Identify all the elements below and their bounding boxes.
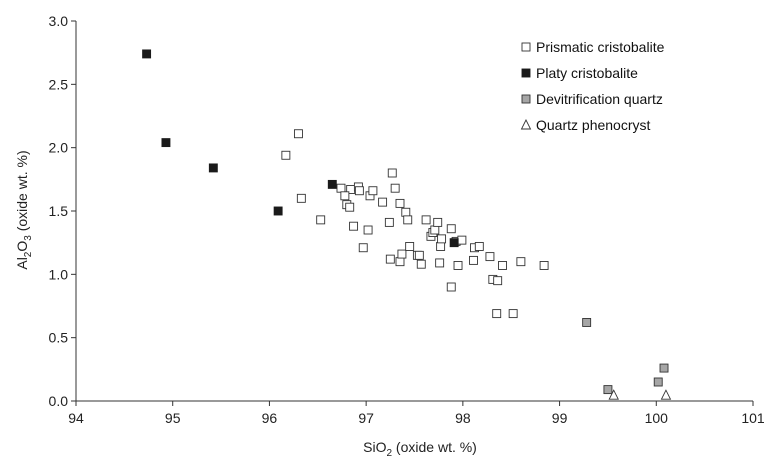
prismatic-cristobalite-point <box>358 243 368 253</box>
platy-cristobalite-point <box>208 163 218 173</box>
legend: Prismatic cristobalite Platy cristobalite… <box>520 39 665 133</box>
prismatic-cristobalite-point <box>469 255 478 265</box>
prismatic-cristobalite-point <box>401 207 411 217</box>
x-tick-label: 99 <box>552 410 568 426</box>
prismatic-cristobalite-point <box>368 186 378 196</box>
prismatic-cristobalite-point <box>436 242 446 251</box>
legend-marker-devitrification-quartz <box>521 94 531 104</box>
prismatic-cristobalite-point <box>384 217 394 227</box>
platy-cristobalite-point <box>142 49 152 59</box>
prismatic-cristobalite-point <box>387 168 397 178</box>
devitrification-quartz-point <box>659 363 669 373</box>
prismatic-cristobalite-point <box>416 259 426 269</box>
platy-cristobalite-point <box>449 238 459 248</box>
prismatic-cristobalite-point <box>405 242 415 251</box>
y-tick-label: 1.5 <box>49 203 69 219</box>
prismatic-cristobalite-point <box>516 257 526 267</box>
prismatic-cristobalite-point <box>390 183 400 193</box>
prismatic-cristobalite-point <box>349 221 359 231</box>
prismatic-cristobalite-point <box>414 250 424 260</box>
prismatic-cristobalite-point <box>403 215 413 225</box>
x-ticks: 94 95 96 97 98 99 100 101 <box>68 401 765 426</box>
legend-label-quartz-phenocryst: Quartz phenocryst <box>536 117 650 133</box>
prismatic-cristobalite-point <box>385 254 395 264</box>
legend-marker-prismatic-cristobalite <box>521 42 531 52</box>
x-tick-label: 101 <box>741 410 765 426</box>
y-axis-label: Al2O3 (oxide wt. %) <box>14 150 34 269</box>
prismatic-cristobalite-point <box>395 257 405 267</box>
prismatic-cristobalite-point <box>446 224 456 234</box>
prismatic-cristobalite-point <box>421 215 431 225</box>
prismatic-cristobalite-point <box>430 225 440 235</box>
prismatic-cristobalite-point <box>457 235 467 245</box>
prismatic-cristobalite-point <box>345 202 355 212</box>
prismatic-cristobalite-point <box>340 191 350 201</box>
legend-marker-platy-cristobalite <box>521 68 531 78</box>
prismatic-cristobalite-point <box>474 242 484 251</box>
prismatic-cristobalite-point <box>433 217 443 227</box>
x-axis-label: SiO2 (oxide wt. %) <box>363 439 477 457</box>
x-tick-label: 98 <box>455 410 471 426</box>
prismatic-cristobalite-point <box>395 198 405 208</box>
devitrification-quartz-point <box>653 377 663 387</box>
y-tick-label: 2.0 <box>49 140 69 156</box>
prismatic-cristobalite-point <box>363 225 373 235</box>
x-tick-label: 100 <box>645 410 669 426</box>
platy-cristobalite-point <box>161 138 171 148</box>
y-tick-label: 3.0 <box>49 13 69 29</box>
platy-cristobalite-point <box>327 179 337 189</box>
legend-label-platy-cristobalite: Platy cristobalite <box>536 65 638 81</box>
prismatic-cristobalite-point <box>293 129 303 139</box>
quartz-phenocryst-point <box>660 389 672 400</box>
prismatic-cristobalite-point <box>378 197 388 207</box>
y-ticks: 0.0 0.5 1.0 1.5 2.0 2.5 3.0 <box>49 13 76 409</box>
prismatic-cristobalite-point <box>498 261 507 270</box>
prismatic-cristobalite-point <box>336 183 346 193</box>
prismatic-cristobalite-point <box>453 261 463 270</box>
legend-label-devitrification-quartz: Devitrification quartz <box>536 91 663 107</box>
data-points <box>142 49 672 400</box>
prismatic-cristobalite-point <box>437 234 447 244</box>
x-tick-label: 97 <box>358 410 374 426</box>
prismatic-cristobalite-point <box>446 282 456 292</box>
devitrification-quartz-point <box>582 318 592 327</box>
y-tick-label: 2.5 <box>49 76 69 92</box>
legend-label-prismatic-cristobalite: Prismatic cristobalite <box>536 39 665 55</box>
prismatic-cristobalite-point <box>539 261 549 270</box>
prismatic-cristobalite-point <box>485 252 495 262</box>
x-tick-label: 96 <box>262 410 278 426</box>
prismatic-cristobalite-point <box>281 150 291 160</box>
devitrification-quartz-point <box>603 385 613 395</box>
plot-area: 94 95 96 97 98 99 100 101 0.0 0.5 1.0 1.5 2.0 2.5 3.0 <box>49 13 765 426</box>
y-tick-label: 0.5 <box>49 330 69 346</box>
prismatic-cristobalite-point <box>296 193 306 203</box>
prismatic-cristobalite-point <box>435 258 445 268</box>
y-tick-label: 0.0 <box>49 393 69 409</box>
prismatic-cristobalite-point <box>492 309 502 319</box>
prismatic-cristobalite-point <box>508 309 518 319</box>
prismatic-cristobalite-point <box>316 215 326 225</box>
legend-marker-quartz-phenocryst <box>520 118 532 130</box>
x-tick-label: 95 <box>165 410 181 426</box>
y-tick-label: 1.0 <box>49 266 69 282</box>
x-tick-label: 94 <box>68 410 84 426</box>
quartz-phenocryst-point <box>608 389 619 400</box>
prismatic-cristobalite-point <box>354 186 364 196</box>
prismatic-cristobalite-point <box>493 276 503 286</box>
prismatic-cristobalite-point <box>397 249 407 259</box>
platy-cristobalite-point <box>273 206 283 216</box>
